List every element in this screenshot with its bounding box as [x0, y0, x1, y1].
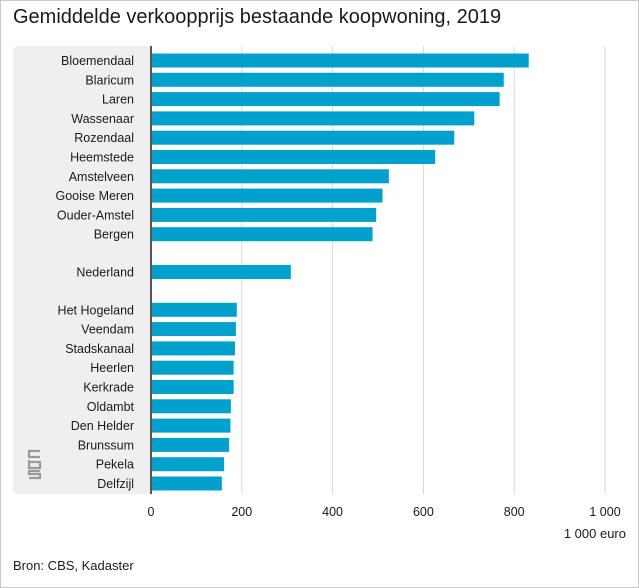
category-label: Gooise Meren — [55, 189, 134, 203]
bar[interactable] — [152, 341, 235, 356]
bar[interactable] — [152, 457, 225, 472]
bar[interactable] — [152, 53, 529, 68]
bar[interactable] — [152, 380, 234, 394]
source-note: Bron: CBS, Kadaster — [13, 558, 134, 573]
category-label: Oldambt — [87, 400, 135, 414]
category-label: Heemstede — [70, 151, 134, 165]
category-label: Stadskanaal — [65, 342, 134, 356]
category-label: Pekela — [96, 458, 134, 472]
bar[interactable] — [152, 111, 475, 126]
bar[interactable] — [152, 418, 231, 433]
category-label: Laren — [102, 93, 134, 107]
category-panel — [13, 46, 151, 494]
category-label: Kerkrade — [83, 381, 134, 395]
x-tick-label: 1 000 — [589, 505, 620, 519]
x-axis-unit-label: 1 000 euro — [563, 526, 626, 541]
category-label: Den Helder — [71, 419, 134, 433]
bar[interactable] — [152, 150, 436, 164]
bar[interactable] — [152, 130, 455, 145]
category-label: Nederland — [76, 266, 134, 280]
category-label: Brunssum — [78, 438, 134, 452]
bar[interactable] — [152, 476, 222, 491]
bar[interactable] — [152, 437, 230, 452]
bar[interactable] — [152, 72, 504, 87]
bar[interactable] — [152, 169, 389, 184]
bar[interactable] — [152, 360, 234, 375]
bar[interactable] — [152, 302, 237, 317]
category-label: Bloemendaal — [61, 54, 134, 68]
category-label: Het Hogeland — [58, 303, 134, 317]
x-tick-label: 800 — [504, 505, 525, 519]
category-label: Wassenaar — [71, 112, 134, 126]
category-label: Rozendaal — [74, 131, 134, 145]
bar[interactable] — [152, 265, 291, 279]
category-label: Blaricum — [85, 73, 134, 87]
chart-title: Gemiddelde verkoopprijs bestaande koopwo… — [13, 6, 502, 28]
bar[interactable] — [152, 227, 373, 242]
x-tick-label: 200 — [231, 505, 252, 519]
bar[interactable] — [152, 399, 231, 414]
bar[interactable] — [152, 92, 500, 107]
bar[interactable] — [152, 322, 236, 337]
category-label: Bergen — [94, 228, 134, 242]
bar[interactable] — [152, 188, 383, 203]
category-label: Veendam — [81, 323, 134, 337]
x-tick-label: 0 — [148, 505, 155, 519]
cbs-logo-icon — [27, 449, 42, 480]
category-label: Ouder-Amstel — [57, 208, 134, 222]
category-label: Heerlen — [90, 361, 134, 375]
category-label: Delfzijl — [97, 477, 134, 491]
bar[interactable] — [152, 207, 377, 222]
x-tick-label: 600 — [413, 505, 434, 519]
category-label: Amstelveen — [69, 170, 134, 184]
x-tick-label: 400 — [322, 505, 343, 519]
